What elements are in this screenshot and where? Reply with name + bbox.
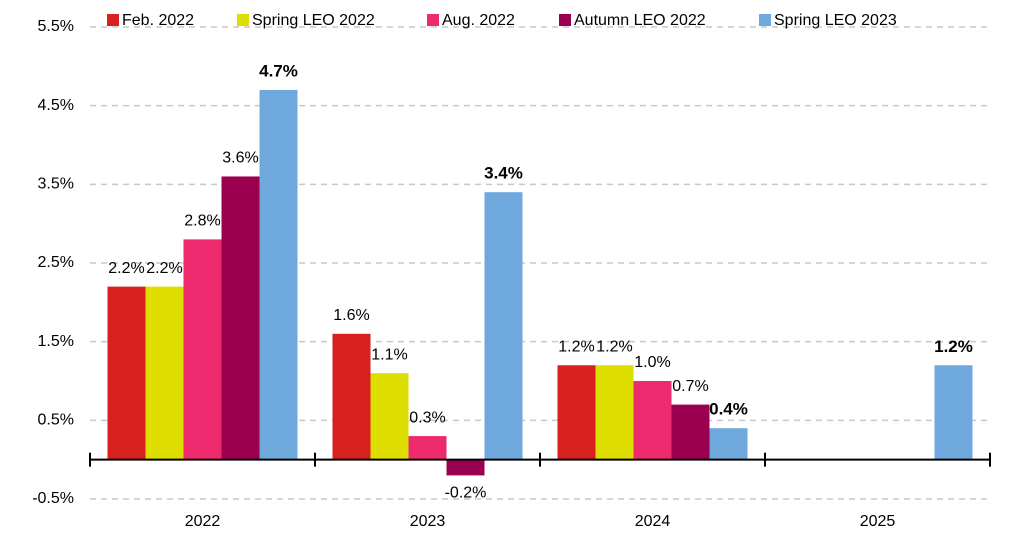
value-label: 0.7% xyxy=(672,378,708,395)
bar xyxy=(183,239,222,460)
value-label: 2.2% xyxy=(146,260,182,277)
y-tick-label: 1.5% xyxy=(38,333,74,350)
legend-label: Spring LEO 2022 xyxy=(252,12,375,29)
value-label: 0.3% xyxy=(409,409,445,426)
legend-label: Feb. 2022 xyxy=(122,12,194,29)
x-tick-label: 2024 xyxy=(635,513,671,530)
y-tick-label: 5.5% xyxy=(38,18,74,35)
value-label: 1.1% xyxy=(371,346,407,363)
value-label: 1.2% xyxy=(934,337,973,356)
value-label: 1.0% xyxy=(634,354,670,371)
value-label: 4.7% xyxy=(259,61,298,80)
bar xyxy=(145,286,184,460)
legend-swatch xyxy=(759,14,771,26)
bar xyxy=(633,381,672,460)
y-tick-label: 2.5% xyxy=(38,254,74,271)
bar xyxy=(709,428,748,460)
value-label: 0.4% xyxy=(709,400,748,419)
value-label: 1.2% xyxy=(596,338,632,355)
bar xyxy=(107,286,146,460)
value-label: 1.2% xyxy=(558,338,594,355)
y-tick-label: -0.5% xyxy=(32,490,74,507)
bar xyxy=(370,373,409,460)
bar xyxy=(259,89,298,460)
legend-swatch xyxy=(427,14,439,26)
value-label: 1.6% xyxy=(333,307,369,324)
bar xyxy=(484,192,523,460)
value-label: 2.8% xyxy=(184,213,220,230)
legend-label: Autumn LEO 2022 xyxy=(574,12,706,29)
legend-swatch xyxy=(559,14,571,26)
x-tick-label: 2023 xyxy=(410,513,446,530)
legend-swatch xyxy=(237,14,249,26)
bar xyxy=(408,436,447,460)
y-tick-label: 3.5% xyxy=(38,176,74,193)
bar xyxy=(221,176,260,460)
bar xyxy=(671,404,710,460)
value-label: 3.6% xyxy=(222,150,258,167)
value-label: 3.4% xyxy=(484,164,523,183)
legend-swatch xyxy=(107,14,119,26)
legend-label: Spring LEO 2023 xyxy=(774,12,897,29)
x-tick-label: 2022 xyxy=(185,513,221,530)
y-tick-label: 4.5% xyxy=(38,97,74,114)
value-label: 2.2% xyxy=(108,260,144,277)
bar xyxy=(446,459,485,476)
y-tick-label: 0.5% xyxy=(38,412,74,429)
bar xyxy=(934,365,973,460)
bar xyxy=(332,333,371,460)
x-tick-label: 2025 xyxy=(860,513,896,530)
bar xyxy=(557,365,596,460)
value-label: -0.2% xyxy=(445,485,487,502)
bar xyxy=(595,365,634,460)
legend-label: Aug. 2022 xyxy=(442,12,515,29)
